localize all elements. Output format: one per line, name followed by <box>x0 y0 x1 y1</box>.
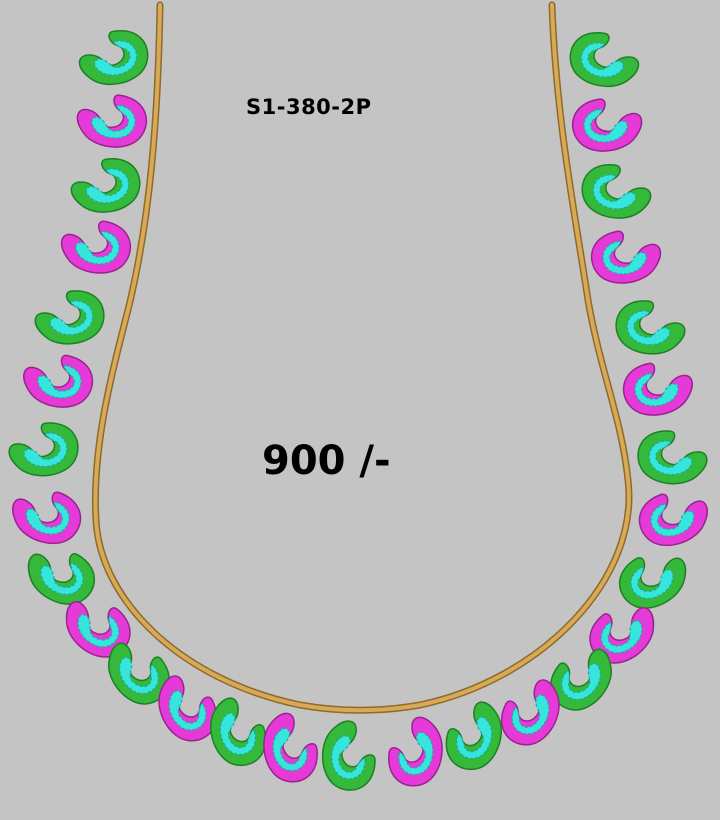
design-code: S1-380-2P <box>246 95 372 119</box>
cord-line <box>93 3 631 713</box>
paisley-outline <box>384 712 448 791</box>
paisley-outline <box>74 25 153 91</box>
paisley-motif-green <box>66 154 145 218</box>
paisley-outline <box>258 708 322 787</box>
paisley-motif-magenta <box>568 93 646 157</box>
paisley-outline <box>321 720 376 791</box>
paisley-outline <box>568 93 646 157</box>
paisley-motif-green <box>635 428 710 487</box>
paisley-outline <box>438 694 510 777</box>
paisley-motif-green <box>31 287 108 349</box>
paisley-outline <box>16 534 105 616</box>
price-label: 900 /- <box>262 438 391 484</box>
paisley-motif-magenta <box>56 213 136 279</box>
paisley-motif-green <box>609 538 698 620</box>
paisley-outline <box>635 428 710 487</box>
paisley-outline <box>618 354 699 422</box>
paisley-motif-green <box>612 297 689 359</box>
paisley-motif-green <box>74 25 153 91</box>
paisley-motif-magenta <box>618 354 699 422</box>
paisley-motif-green <box>565 27 644 93</box>
paisley-outline <box>17 346 98 414</box>
paisley-outline <box>6 420 81 479</box>
paisley-outline <box>609 538 698 620</box>
paisley-fill <box>331 735 366 780</box>
paisley-motif-magenta <box>258 708 322 787</box>
neckline-cord <box>91 1 633 714</box>
paisley-motif-magenta <box>17 346 98 414</box>
paisley-motif-magenta <box>384 712 448 791</box>
paisley-motif-magenta <box>586 223 666 289</box>
paisley-motif-magenta <box>4 478 89 553</box>
paisley-motif-green <box>16 534 105 616</box>
paisley-motif-green <box>577 160 656 224</box>
paisley-motif-magenta <box>631 480 716 555</box>
paisley-outline <box>73 89 151 153</box>
paisley-outline <box>577 160 656 224</box>
paisley-outline <box>586 223 666 289</box>
paisley-outline <box>565 27 644 93</box>
paisley-motif-green <box>438 694 510 777</box>
paisley-motif-row <box>4 25 716 791</box>
paisley-motif-green <box>321 720 376 791</box>
paisley-outline <box>631 480 716 555</box>
paisley-outline <box>56 213 136 279</box>
paisley-motif-green <box>6 420 81 479</box>
paisley-outline <box>66 154 145 218</box>
paisley-motif-magenta <box>73 89 151 153</box>
paisley-outline <box>4 478 89 553</box>
paisley-outline <box>31 287 108 349</box>
paisley-outline <box>612 297 689 359</box>
